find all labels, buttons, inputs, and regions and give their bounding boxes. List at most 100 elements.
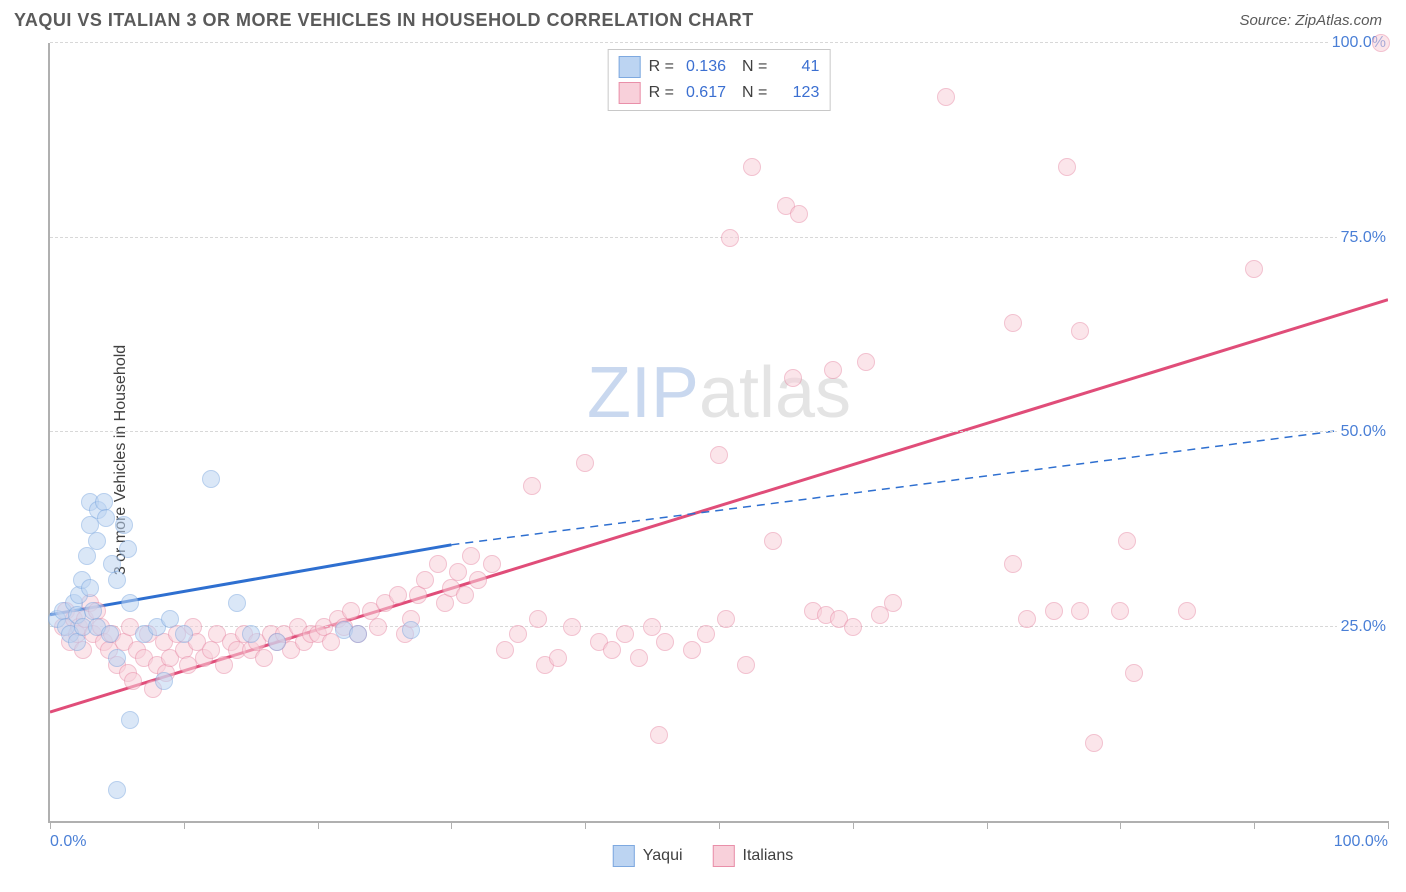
x-tick xyxy=(50,821,51,829)
r-value-series2: 0.617 xyxy=(682,84,726,102)
point-series2 xyxy=(1178,602,1196,620)
point-series2 xyxy=(1372,34,1390,52)
point-series1 xyxy=(121,594,139,612)
legend-label-series1: Yaqui xyxy=(643,847,683,865)
point-series2 xyxy=(496,641,514,659)
stats-row-series1: R = 0.136 N = 41 xyxy=(619,54,820,80)
x-tick-label-left: 0.0% xyxy=(50,833,86,851)
point-series2 xyxy=(462,547,480,565)
stats-row-series2: R = 0.617 N = 123 xyxy=(619,80,820,106)
point-series2 xyxy=(449,563,467,581)
point-series2 xyxy=(1018,610,1036,628)
regression-line-series1-extrapolated xyxy=(451,424,1388,545)
regression-lines xyxy=(50,43,1388,821)
point-series1 xyxy=(97,509,115,527)
point-series2 xyxy=(1245,260,1263,278)
point-series2 xyxy=(456,586,474,604)
point-series1 xyxy=(402,621,420,639)
point-series2 xyxy=(1045,602,1063,620)
x-tick xyxy=(987,821,988,829)
point-series2 xyxy=(1125,664,1143,682)
n-value-series1: 41 xyxy=(775,58,819,76)
point-series1 xyxy=(115,516,133,534)
point-series2 xyxy=(937,88,955,106)
point-series1 xyxy=(155,672,173,690)
r-label: R = xyxy=(649,58,674,76)
point-series1 xyxy=(349,625,367,643)
point-series2 xyxy=(1058,158,1076,176)
n-label: N = xyxy=(742,84,767,102)
point-series1 xyxy=(161,610,179,628)
swatch-series1 xyxy=(619,56,641,78)
point-series1 xyxy=(88,532,106,550)
point-series2 xyxy=(1071,322,1089,340)
point-series2 xyxy=(790,205,808,223)
point-series2 xyxy=(710,446,728,464)
point-series2 xyxy=(616,625,634,643)
point-series2 xyxy=(124,672,142,690)
point-series2 xyxy=(1071,602,1089,620)
point-series2 xyxy=(469,571,487,589)
point-series2 xyxy=(650,726,668,744)
n-label: N = xyxy=(742,58,767,76)
point-series2 xyxy=(721,229,739,247)
point-series2 xyxy=(630,649,648,667)
swatch-series1 xyxy=(613,845,635,867)
r-value-series1: 0.136 xyxy=(682,58,726,76)
point-series2 xyxy=(743,158,761,176)
point-series2 xyxy=(416,571,434,589)
y-tick-label: 50.0% xyxy=(1337,423,1390,441)
point-series2 xyxy=(643,618,661,636)
point-series2 xyxy=(576,454,594,472)
x-tick xyxy=(451,821,452,829)
point-series1 xyxy=(108,571,126,589)
point-series2 xyxy=(683,641,701,659)
gridline xyxy=(50,237,1388,238)
x-tick xyxy=(184,821,185,829)
x-tick xyxy=(1254,821,1255,829)
point-series1 xyxy=(121,711,139,729)
point-series2 xyxy=(509,625,527,643)
point-series2 xyxy=(884,594,902,612)
x-tick xyxy=(318,821,319,829)
legend-label-series2: Italians xyxy=(743,847,794,865)
watermark: ZIPatlas xyxy=(587,352,851,434)
swatch-series2 xyxy=(619,82,641,104)
point-series2 xyxy=(409,586,427,604)
point-series2 xyxy=(824,361,842,379)
point-series1 xyxy=(108,649,126,667)
point-series1 xyxy=(228,594,246,612)
point-series1 xyxy=(119,540,137,558)
point-series1 xyxy=(175,625,193,643)
point-series2 xyxy=(563,618,581,636)
x-tick xyxy=(585,821,586,829)
point-series1 xyxy=(108,781,126,799)
point-series2 xyxy=(202,641,220,659)
n-value-series2: 123 xyxy=(775,84,819,102)
x-tick xyxy=(1120,821,1121,829)
point-series2 xyxy=(603,641,621,659)
point-series2 xyxy=(717,610,735,628)
bottom-legend: Yaqui Italians xyxy=(613,845,793,867)
point-series2 xyxy=(844,618,862,636)
legend-item-series2: Italians xyxy=(713,845,794,867)
point-series2 xyxy=(389,586,407,604)
point-series2 xyxy=(342,602,360,620)
gridline xyxy=(50,42,1388,43)
point-series2 xyxy=(483,555,501,573)
point-series1 xyxy=(202,470,220,488)
point-series2 xyxy=(656,633,674,651)
point-series2 xyxy=(737,656,755,674)
point-series1 xyxy=(101,625,119,643)
scatter-chart: ZIPatlas R = 0.136 N = 41 R = 0.617 N = … xyxy=(48,43,1388,823)
point-series1 xyxy=(68,633,86,651)
legend-item-series1: Yaqui xyxy=(613,845,683,867)
point-series2 xyxy=(764,532,782,550)
point-series1 xyxy=(242,625,260,643)
stats-legend-box: R = 0.136 N = 41 R = 0.617 N = 123 xyxy=(608,49,831,111)
x-tick xyxy=(719,821,720,829)
point-series2 xyxy=(255,649,273,667)
chart-title: YAQUI VS ITALIAN 3 OR MORE VEHICLES IN H… xyxy=(14,10,754,31)
point-series2 xyxy=(1118,532,1136,550)
y-tick-label: 25.0% xyxy=(1337,618,1390,636)
